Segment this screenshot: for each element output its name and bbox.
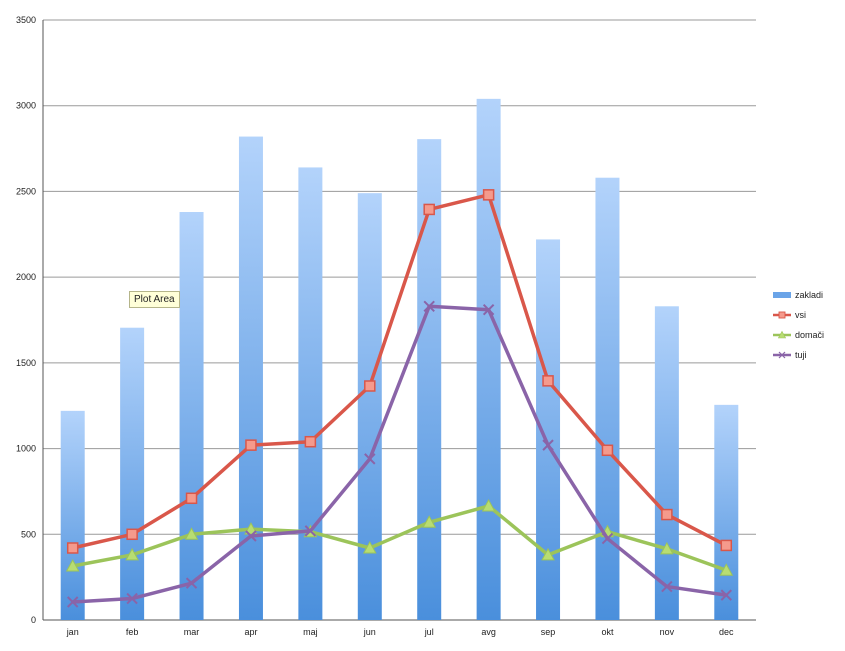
y-tick-label: 1000 [16,444,36,454]
legend-marker[interactable] [777,330,787,339]
x-tick-label: jul [424,627,434,637]
marker-vsi-jun[interactable] [364,380,376,392]
series-line-tuji[interactable] [72,304,727,604]
marker-tuji-jul[interactable] [423,300,435,312]
marker-vsi-okt[interactable] [601,444,614,457]
marker-tuji-apr[interactable] [245,530,257,542]
legend-label: vsi [795,310,806,320]
series-line-domači[interactable] [72,504,727,572]
lines[interactable] [65,189,734,608]
marker-domači-jan[interactable] [65,558,80,572]
x-tick-label: dec [719,627,734,637]
marker-vsi-maj[interactable] [304,435,317,448]
x-tick-label: maj [303,627,318,637]
marker-tuji-avg[interactable] [482,304,495,316]
y-tick-label: 500 [21,529,36,539]
marker-vsi-avg[interactable] [482,189,495,201]
y-tick-label: 1500 [16,358,36,368]
legend-label: domači [795,330,824,340]
marker-domači-apr[interactable] [244,522,258,535]
marker-vsi-apr[interactable] [245,439,257,451]
x-tick-label: okt [601,627,614,637]
marker-domači-jul[interactable] [422,515,437,528]
bar-apr[interactable] [238,136,263,621]
x-tick-label: nov [660,627,675,637]
bars[interactable] [60,98,739,621]
marker-domači-nov[interactable] [660,541,674,555]
bar-avg[interactable] [476,98,501,621]
marker-tuji-feb[interactable] [126,592,138,605]
legend-swatch [773,292,791,298]
marker-tuji-jan[interactable] [67,596,79,608]
legend-marker[interactable] [778,351,786,359]
x-tick-label: mar [184,627,200,637]
legend-item-domači: domači [773,330,824,340]
x-tick-label: jun [363,627,376,637]
marker-vsi-sep[interactable] [542,375,554,387]
legend-label: tuji [795,350,807,360]
marker-vsi-nov[interactable] [661,508,673,521]
marker-domači-jun[interactable] [362,540,377,554]
legend-item-vsi: vsi [773,310,806,320]
x-tick-label: apr [244,627,257,637]
bar-jun[interactable] [357,193,382,620]
marker-vsi-feb[interactable] [126,528,138,541]
legend-item-tuji: tuji [773,350,807,360]
y-tick-label: 3500 [16,15,36,25]
marker-domači-feb[interactable] [125,547,139,561]
marker-tuji-okt[interactable] [601,532,614,545]
bar-okt[interactable] [595,177,620,620]
y-tick-label: 2000 [16,272,36,282]
bar-nov[interactable] [654,306,679,620]
legend-item-zakladi: zakladi [773,290,823,300]
marker-tuji-maj[interactable] [304,525,317,537]
legend-label: zakladi [795,290,823,300]
marker-domači-dec[interactable] [719,563,734,576]
marker-domači-mar[interactable] [184,527,199,540]
bar-mar[interactable] [179,212,204,620]
bar-feb[interactable] [120,327,145,620]
marker-vsi-dec[interactable] [720,539,733,552]
grid-lines [43,19,756,621]
marker-domači-avg[interactable] [481,498,496,512]
marker-vsi-jan[interactable] [66,542,79,554]
x-tick-label: avg [481,627,496,637]
marker-vsi-jul[interactable] [423,203,435,216]
plot-area-tooltip: Plot Area [129,291,180,308]
marker-tuji-dec[interactable] [720,589,732,601]
y-tick-label: 2500 [16,186,36,196]
marker-vsi-mar[interactable] [185,492,198,505]
x-tick-label: feb [126,627,139,637]
legend-marker[interactable] [778,311,786,319]
marker-domači-sep[interactable] [541,547,555,561]
marker-tuji-mar[interactable] [185,577,198,589]
x-tick-label: jan [66,627,79,637]
bar-jan[interactable] [60,410,85,620]
y-axis: 0 500 1000 1500 2000 2500 3000 3500 [16,15,44,625]
x-axis: jan feb mar apr maj jun jul avg sep okt nov dec [66,627,734,637]
series-line-vsi[interactable] [72,193,728,550]
bar-maj[interactable] [298,167,323,620]
legend: zakladi vsi domači tuji [773,290,824,360]
marker-tuji-nov[interactable] [661,580,673,593]
bar-jul[interactable] [417,139,442,620]
bar-dec[interactable] [714,404,739,620]
y-tick-label: 0 [31,615,36,625]
marker-tuji-jun[interactable] [364,453,376,465]
marker-tuji-sep[interactable] [542,439,554,451]
y-tick-label: 3000 [16,101,36,111]
x-tick-label: sep [541,627,556,637]
